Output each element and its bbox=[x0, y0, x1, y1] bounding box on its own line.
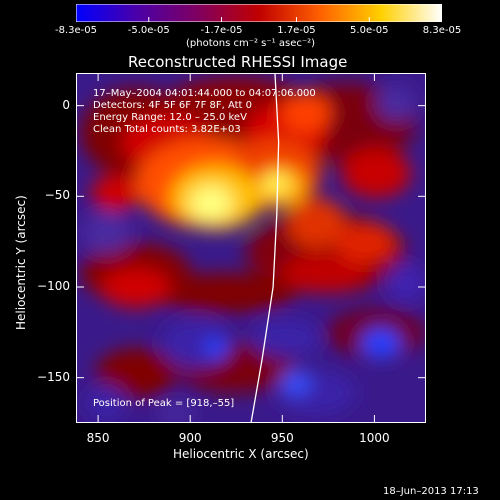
colorbar-tick-label: 8.3e-05 bbox=[422, 25, 462, 36]
chart-title: Reconstructed RHESSI Image bbox=[128, 53, 348, 71]
x-tick-label: 1000 bbox=[359, 431, 390, 445]
x-tick-label: 900 bbox=[178, 431, 202, 445]
colorbar-tick-label: -8.3e-05 bbox=[55, 25, 97, 36]
peak-position-label: Position of Peak = [918,–55] bbox=[93, 398, 235, 409]
colorbar-unit: (photons cm⁻² s⁻¹ asec⁻²) bbox=[186, 38, 316, 49]
colorbar bbox=[76, 4, 442, 22]
colorbar-gradient bbox=[76, 4, 442, 22]
annotation-time-range: 17–May–2004 04:01:44.000 to 04:07:06.000 bbox=[93, 88, 316, 99]
annotation-total-counts: Clean Total counts: 3.82E+03 bbox=[93, 124, 241, 135]
y-tick-label: −100 bbox=[37, 278, 70, 293]
x-tick-label: 850 bbox=[86, 431, 110, 445]
annotation-detectors: Detectors: 4F 5F 6F 7F 8F, Att 0 bbox=[93, 100, 253, 111]
y-tick-marks bbox=[76, 105, 426, 379]
colorbar-ticks bbox=[76, 17, 442, 22]
colorbar-tick-label: 5.0e-05 bbox=[350, 25, 389, 36]
colorbar-tick-label: 1.7e-05 bbox=[277, 25, 316, 36]
y-axis-label: Heliocentric Y (arcsec) bbox=[14, 195, 28, 330]
colorbar-tick-label: -5.0e-05 bbox=[127, 25, 170, 36]
annotation-energy-range: Energy Range: 12.0 – 25.0 keV bbox=[93, 112, 247, 123]
x-tick-label: 950 bbox=[270, 431, 294, 445]
solar-limb-curve bbox=[250, 72, 280, 424]
x-axis-label: Heliocentric X (arcsec) bbox=[173, 447, 309, 461]
plot-frame bbox=[76, 73, 426, 423]
y-tick-label: 0 bbox=[62, 97, 70, 112]
colorbar-tick-label: -1.7e-05 bbox=[200, 25, 243, 36]
footer-timestamp: 18–Jun–2013 17:13 bbox=[383, 486, 479, 497]
y-tick-label: −150 bbox=[37, 369, 70, 384]
heatmap-image bbox=[76, 72, 426, 424]
x-tick-marks bbox=[97, 73, 375, 423]
plot-area: 17–May–2004 04:01:44.000 to 04:07:06.000… bbox=[76, 72, 426, 424]
y-tick-label: −50 bbox=[44, 188, 70, 203]
